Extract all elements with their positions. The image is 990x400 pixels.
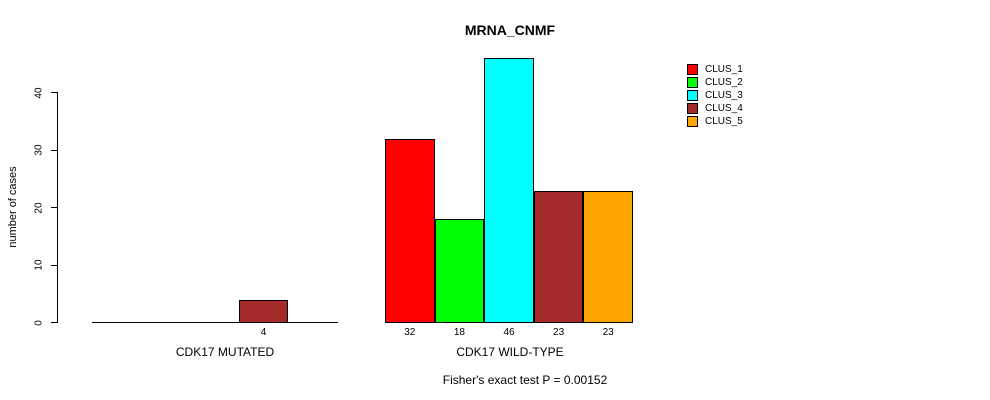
legend-item-label: CLUS_5	[705, 116, 743, 127]
fisher-test-annotation: Fisher's exact test P = 0.00152	[442, 373, 608, 387]
y-tick-label: 20	[33, 201, 45, 214]
bar-value-label: 18	[453, 327, 465, 338]
y-tick-label: 10	[33, 259, 45, 271]
bar-value-label: 23	[553, 327, 565, 338]
y-tick-mark	[51, 207, 57, 208]
y-tick-mark	[51, 264, 57, 266]
legend-swatch-icon	[687, 90, 698, 101]
y-axis-line	[57, 92, 58, 323]
bar-CLUS_2	[434, 219, 485, 323]
bar-value-label: 23	[602, 327, 614, 338]
legend-swatch-icon	[687, 103, 698, 114]
legend-item-clus_4: CLUS_4	[687, 103, 743, 114]
bar-CLUS_5	[583, 191, 633, 323]
legend-item-label: CLUS_4	[705, 103, 743, 114]
legend-item-clus_5: CLUS_5	[687, 116, 743, 127]
legend-swatch-icon	[687, 116, 698, 127]
zero-bar-CLUS_5	[288, 322, 338, 323]
y-tick-label: 0	[33, 319, 45, 326]
bar-CLUS_1	[385, 139, 435, 323]
y-tick-mark	[51, 92, 57, 93]
x-group-label-wildtype: CDK17 WILD-TYPE	[456, 345, 564, 359]
bar-CLUS_4	[533, 191, 584, 323]
legend-item-label: CLUS_2	[705, 77, 743, 88]
legend-item-label: CLUS_3	[705, 90, 743, 101]
legend-item-clus_1: CLUS_1	[687, 64, 743, 75]
legend-item-clus_2: CLUS_2	[687, 77, 743, 88]
legend-item-label: CLUS_1	[705, 64, 743, 75]
zero-bar-CLUS_3	[190, 322, 240, 323]
y-tick-label: 40	[33, 86, 45, 99]
y-tick-mark	[51, 149, 57, 151]
zero-bar-CLUS_2	[141, 322, 191, 323]
bar-CLUS_3	[484, 58, 534, 323]
chart-title: MRNA_CNMF	[464, 22, 556, 38]
y-tick-label: 30	[33, 144, 45, 156]
x-group-label-mutated: CDK17 MUTATED	[175, 345, 275, 359]
legend-swatch-icon	[687, 64, 698, 75]
bar-value-label: 32	[404, 327, 416, 338]
bar-value-label: 46	[503, 327, 515, 338]
legend: CLUS_1 CLUS_2 CLUS_3 CLUS_4 CLUS_5	[687, 64, 743, 129]
y-tick-mark	[51, 322, 57, 323]
zero-bar-CLUS_1	[92, 322, 142, 323]
bar-CLUS_4	[239, 300, 288, 323]
legend-swatch-icon	[687, 77, 698, 88]
legend-item-clus_3: CLUS_3	[687, 90, 743, 101]
bar-value-label: 4	[260, 327, 267, 338]
